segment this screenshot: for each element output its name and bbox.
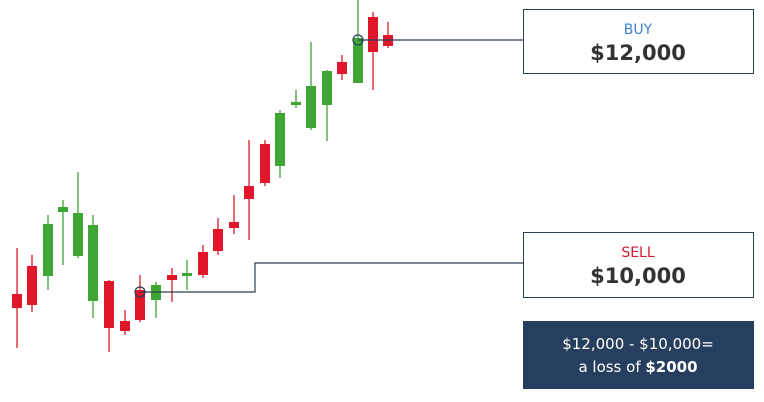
loss-box — [523, 321, 754, 389]
candle-body — [182, 273, 192, 276]
candle-body — [73, 213, 83, 256]
sell-point — [134, 286, 146, 298]
buy-point — [352, 34, 364, 46]
candle-body — [43, 224, 53, 276]
sell-price: $10,000 — [590, 264, 686, 288]
buy-label: BUY — [624, 22, 653, 38]
candle-body — [244, 186, 254, 199]
candle-body — [353, 38, 363, 83]
candlesticks — [12, 0, 393, 352]
candle-body — [58, 207, 68, 212]
candle-body — [198, 252, 208, 275]
candle-body — [229, 222, 239, 228]
loss-text: a loss of $2000 — [578, 358, 697, 376]
candle-body — [275, 113, 285, 166]
candle-body — [322, 71, 332, 105]
candle-body — [27, 266, 37, 305]
candle-body — [120, 321, 130, 331]
sell-connector — [140, 262, 523, 293]
candle-body — [291, 102, 301, 105]
loss-prefix: a loss of — [578, 358, 645, 376]
candle-body — [306, 86, 316, 128]
sell-box — [523, 232, 754, 298]
loss-amount: $2000 — [645, 358, 697, 376]
buy-box — [523, 9, 754, 74]
candle-body — [260, 144, 270, 183]
candle-body — [88, 225, 98, 301]
candle-body — [368, 17, 378, 52]
candle-body — [104, 281, 114, 328]
candle-body — [12, 294, 22, 308]
sell-label: SELL — [621, 245, 655, 261]
loss-formula: $12,000 - $10,000= — [562, 335, 714, 353]
candle-body — [135, 290, 145, 320]
buy-price: $12,000 — [590, 41, 686, 65]
candle-body — [337, 62, 347, 74]
candle-body — [213, 229, 223, 251]
candle-body — [167, 275, 177, 280]
